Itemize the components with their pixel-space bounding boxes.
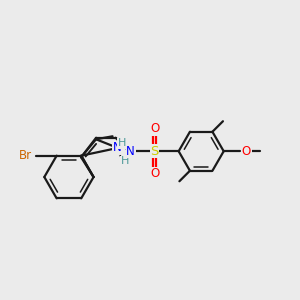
Text: O: O bbox=[150, 122, 159, 135]
Text: N: N bbox=[113, 141, 122, 154]
Text: S: S bbox=[151, 145, 159, 158]
Text: H: H bbox=[121, 157, 129, 166]
Text: O: O bbox=[242, 145, 251, 158]
Text: N: N bbox=[126, 145, 135, 158]
Text: H: H bbox=[118, 138, 126, 148]
Text: O: O bbox=[150, 167, 159, 180]
Text: Br: Br bbox=[19, 149, 32, 162]
